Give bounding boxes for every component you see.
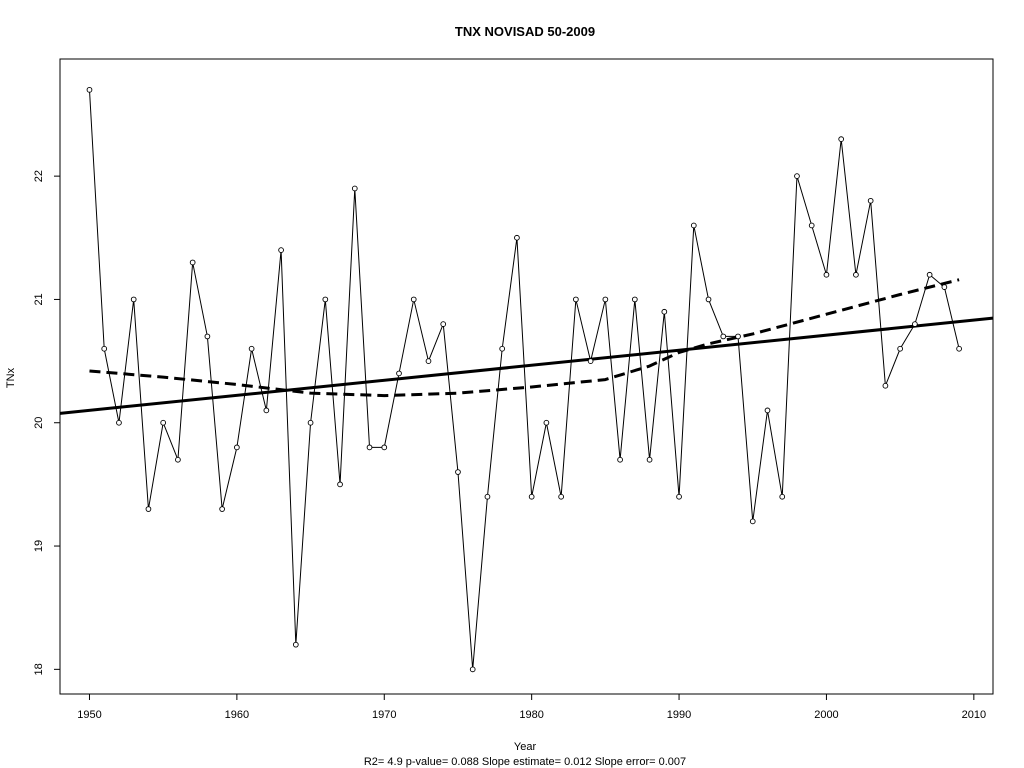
data-point bbox=[558, 493, 564, 500]
data-point bbox=[543, 419, 550, 426]
data-point bbox=[735, 333, 741, 340]
data-point bbox=[912, 321, 918, 327]
data-point bbox=[175, 456, 181, 463]
data-point bbox=[410, 296, 417, 303]
y-axis: 18 19 20 21 22 bbox=[33, 170, 60, 675]
data-point bbox=[145, 506, 152, 512]
data-point bbox=[764, 407, 771, 414]
data-point bbox=[749, 518, 756, 525]
data-point bbox=[926, 271, 933, 278]
data-point bbox=[528, 493, 535, 500]
data-point bbox=[116, 419, 122, 426]
y-tick-label: 21 bbox=[33, 293, 45, 305]
x-tick-label: 1970 bbox=[372, 709, 396, 721]
data-point bbox=[838, 136, 845, 142]
data-point bbox=[853, 271, 859, 278]
data-point bbox=[307, 419, 314, 426]
x-tick-label: 1980 bbox=[519, 709, 543, 721]
data-point bbox=[248, 345, 255, 352]
data-points bbox=[86, 86, 962, 673]
x-axis: 1950 1960 1970 1980 1990 2000 2010 bbox=[77, 694, 986, 721]
y-tick-label: 19 bbox=[33, 540, 45, 552]
data-point bbox=[867, 197, 874, 204]
data-point bbox=[808, 222, 815, 229]
y-tick-label: 20 bbox=[33, 417, 45, 429]
data-point bbox=[499, 345, 506, 352]
data-point bbox=[160, 419, 167, 426]
data-point bbox=[587, 358, 594, 364]
data-point bbox=[602, 296, 609, 303]
data-point bbox=[573, 296, 579, 303]
chart-title: TNX NOVISAD 50-2009 bbox=[455, 24, 595, 39]
data-point bbox=[278, 247, 284, 253]
data-point bbox=[130, 296, 137, 303]
data-point bbox=[897, 345, 903, 352]
data-point bbox=[101, 345, 108, 352]
y-tick-label: 22 bbox=[33, 170, 45, 182]
x-tick-label: 2010 bbox=[962, 709, 986, 721]
plot-area bbox=[59, 58, 994, 695]
series-line bbox=[88, 89, 960, 670]
data-point bbox=[234, 444, 240, 451]
data-point bbox=[631, 296, 638, 303]
data-point bbox=[204, 333, 211, 340]
data-point bbox=[337, 481, 343, 488]
data-point bbox=[455, 469, 461, 475]
data-point bbox=[661, 308, 668, 315]
data-point bbox=[514, 234, 520, 241]
data-point bbox=[956, 345, 962, 352]
x-tick-label: 1990 bbox=[667, 709, 691, 721]
x-axis-label: Year bbox=[514, 741, 537, 753]
data-point bbox=[484, 493, 491, 500]
data-point bbox=[396, 370, 402, 377]
data-point bbox=[720, 333, 727, 340]
data-point bbox=[941, 284, 948, 290]
data-point bbox=[690, 222, 697, 229]
data-point bbox=[366, 444, 373, 451]
data-point bbox=[823, 271, 830, 278]
data-point bbox=[292, 641, 299, 648]
series-lines bbox=[59, 89, 994, 670]
data-point bbox=[705, 296, 712, 303]
x-tick-label: 1950 bbox=[77, 709, 101, 721]
y-axis-label: TNx bbox=[5, 367, 17, 388]
x-tick-label: 1960 bbox=[225, 709, 249, 721]
data-point bbox=[219, 506, 225, 512]
data-point bbox=[617, 456, 623, 463]
trend-line bbox=[59, 316, 994, 415]
data-point bbox=[189, 259, 196, 266]
data-point bbox=[469, 666, 476, 673]
stats-subtitle: R2= 4.9 p-value= 0.088 Slope estimate= 0… bbox=[364, 756, 686, 768]
data-point bbox=[322, 296, 329, 303]
data-point bbox=[351, 185, 358, 192]
data-point bbox=[646, 456, 653, 463]
data-point bbox=[440, 321, 447, 327]
x-tick-label: 2000 bbox=[814, 709, 838, 721]
data-point bbox=[794, 173, 800, 179]
data-point bbox=[86, 86, 93, 93]
data-point bbox=[779, 493, 786, 500]
data-point bbox=[676, 493, 682, 500]
data-point bbox=[425, 358, 432, 364]
data-point bbox=[263, 407, 270, 414]
smooth-curve bbox=[89, 278, 960, 398]
y-tick-label: 18 bbox=[33, 663, 45, 675]
data-point bbox=[381, 444, 388, 451]
data-point bbox=[882, 382, 889, 389]
